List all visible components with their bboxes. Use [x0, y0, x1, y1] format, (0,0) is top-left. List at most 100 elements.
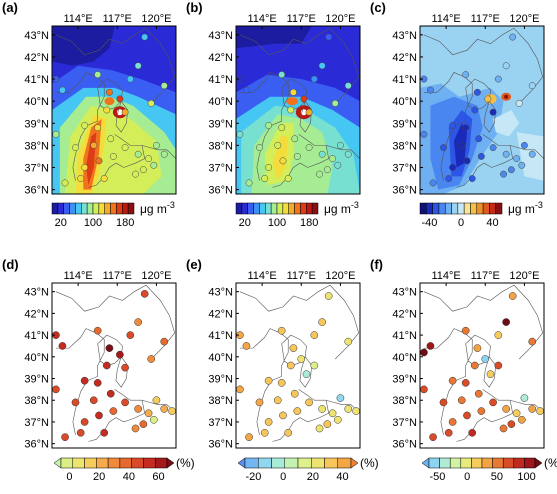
colorbar-swatch [495, 202, 503, 215]
station-marker [507, 166, 515, 174]
station-marker [305, 108, 313, 116]
panel-label: (e) [186, 257, 202, 272]
lon-tick-label: 114°E [431, 270, 460, 282]
station-marker [145, 155, 153, 163]
station-marker [462, 71, 470, 79]
colorbar-swatch [107, 457, 121, 469]
lat-tick-label: 37°N [24, 162, 49, 174]
station-marker [462, 124, 470, 132]
station-marker [71, 398, 80, 407]
station-marker [420, 385, 428, 394]
station-marker [336, 394, 345, 402]
colorbar-swatch [288, 202, 295, 215]
station-marker [147, 99, 155, 107]
lon-tick-label: 120°E [509, 13, 539, 25]
colorbar-swatch [311, 457, 325, 469]
station-marker [489, 108, 497, 116]
map-frame [235, 25, 361, 195]
station-marker [489, 398, 497, 407]
lon-tick-label: 117°E [471, 13, 500, 25]
station-marker [297, 355, 306, 363]
station-marker [58, 86, 66, 94]
station-marker [461, 379, 470, 387]
station-marker [160, 150, 168, 158]
station-marker [502, 405, 510, 413]
lon-tick-label: 120°E [141, 13, 171, 25]
station-marker [449, 122, 457, 129]
station-marker [265, 122, 273, 129]
lat-tick-label: 36°N [208, 185, 233, 197]
colorbar-tick: 100 [517, 471, 535, 483]
station-marker [512, 409, 521, 418]
province-boundary [325, 145, 360, 159]
station-marker [277, 326, 286, 335]
province-boundary [239, 72, 289, 181]
colorbar-tick: 100 [84, 217, 102, 229]
station-marker [139, 166, 147, 174]
lat-tick-label: 39°N [392, 374, 417, 386]
lat-tick-label: 36°N [392, 185, 417, 197]
colorbar-swatch [276, 202, 284, 215]
station-marker [502, 150, 510, 158]
colorbar-swatch [324, 457, 338, 469]
province-boundary [239, 284, 360, 360]
station-marker [284, 428, 293, 437]
colorbar-swatch [75, 202, 82, 215]
colorbar-swatch [463, 202, 471, 215]
colorbar: 0 20 40 60 (%) [53, 456, 195, 483]
colorbar-swatch [63, 202, 70, 215]
colorbar-tick: 20 [93, 471, 105, 483]
station-marker [528, 337, 537, 346]
colorbar-swatch [57, 202, 64, 215]
panel-label: (c) [370, 0, 386, 15]
colorbar-swatch [337, 457, 352, 469]
lat-tick-label: 41°N [392, 74, 417, 86]
lon-tick-label: 114°E [247, 13, 276, 25]
lat-tick-label: 40°N [208, 352, 233, 364]
station-marker [236, 130, 244, 138]
station-marker [310, 75, 318, 83]
station-marker [494, 75, 502, 83]
station-marker [89, 396, 98, 405]
station-marker [440, 144, 447, 152]
colorbar-swatch [492, 457, 504, 469]
station-marker [328, 409, 337, 418]
station-marker [291, 135, 299, 143]
station-marker [61, 433, 69, 441]
lat-tick-label: 38°N [392, 395, 417, 407]
station-marker [426, 86, 434, 94]
colorbar-swatch [244, 457, 259, 469]
lat-tick-label: 37°N [24, 417, 49, 429]
station-marker [116, 350, 124, 359]
station-marker [517, 415, 526, 424]
lon-tick-label: 120°E [141, 270, 171, 282]
station-marker [316, 170, 323, 178]
station-marker [242, 342, 251, 350]
panel-f: (f) 114°E 117°E 120°E 43°N 42°N 41°N 40°N 39°N 38… [370, 257, 557, 483]
lat-tick-label: 43°N [208, 287, 233, 299]
colorbar-swatch [69, 202, 76, 215]
colorbar-tick: -40 [422, 217, 438, 229]
colorbar-swatch [428, 457, 440, 469]
colorbar-swatch [438, 202, 446, 215]
station-marker [344, 150, 352, 158]
province-boundary [114, 134, 146, 168]
colorbar-swatch [284, 457, 299, 469]
colorbar-swatch [482, 202, 490, 215]
station-marker [502, 318, 510, 326]
lat-tick-label: 38°N [208, 395, 233, 407]
station-marker [105, 88, 113, 96]
province-boundary [298, 389, 330, 423]
colorbar-swatch [481, 457, 493, 469]
station-marker [420, 348, 428, 357]
station-marker [95, 411, 103, 420]
station-marker [76, 428, 85, 437]
colorbar-swatch [259, 202, 266, 215]
province-boundary [509, 145, 544, 159]
lat-tick-label: 38°N [24, 140, 49, 152]
station-marker [477, 152, 485, 160]
colorbar-swatch [104, 202, 111, 215]
station-marker [473, 344, 482, 352]
lon-tick-label: 120°E [325, 13, 355, 25]
station-marker [513, 155, 521, 163]
